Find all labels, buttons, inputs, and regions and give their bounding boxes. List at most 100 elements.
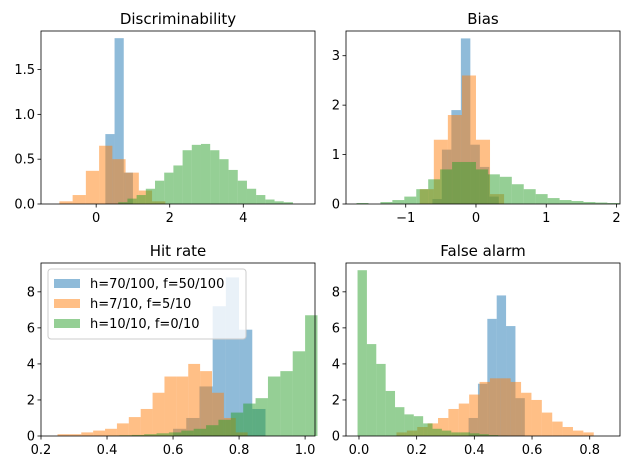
bar — [404, 196, 417, 204]
bar — [57, 434, 70, 436]
bar — [583, 202, 596, 204]
bar — [440, 169, 453, 204]
bar — [559, 200, 572, 204]
bar — [416, 189, 429, 204]
bar — [357, 270, 367, 436]
subplots-grid: 0 2 4 0.0 0.5 1.0 1.5 Discriminability −1 0 1 2 0 1 2 3… — [14, 10, 620, 458]
x-tick-label: 2 — [612, 211, 620, 226]
x-tick-label: 0.6 — [163, 443, 184, 458]
bar — [392, 200, 405, 204]
y-tick-label: 6 — [332, 321, 340, 336]
axes-frame — [345, 262, 621, 437]
subplot-title: Discriminability — [120, 10, 236, 28]
bar — [376, 363, 386, 436]
bar — [93, 430, 106, 436]
bar — [571, 201, 584, 204]
bar — [470, 433, 480, 436]
bar — [145, 188, 156, 204]
bar — [168, 432, 182, 436]
bar — [562, 426, 573, 436]
bar — [265, 199, 275, 204]
bar — [438, 417, 449, 436]
bar — [451, 432, 461, 436]
x-tick-label: 0 — [472, 211, 480, 226]
subplot-discriminability: 0 2 4 0.0 0.5 1.0 1.5 Discriminability — [14, 10, 316, 226]
bar — [366, 344, 377, 436]
bar — [506, 326, 516, 436]
bar — [59, 201, 73, 204]
bar — [552, 421, 563, 436]
bar — [547, 198, 560, 204]
bar — [413, 416, 424, 436]
y-tick-label: 6 — [27, 321, 35, 336]
bar — [191, 144, 201, 204]
bar — [69, 434, 82, 436]
bar — [152, 392, 165, 436]
bar — [188, 363, 201, 436]
bar — [156, 433, 169, 436]
bar — [607, 203, 620, 204]
legend-label: h=70/100, f=50/100 — [90, 277, 224, 292]
bar — [583, 432, 594, 436]
bar — [144, 434, 157, 436]
axes-frame — [40, 262, 316, 437]
bar — [500, 378, 511, 436]
bar — [246, 188, 257, 204]
x-tick-label: 1.0 — [295, 443, 316, 458]
bar — [256, 195, 266, 204]
x-tick-label: 1 — [542, 211, 550, 226]
subplot-title: Hit rate — [150, 242, 207, 260]
x-tick-label: 0.2 — [406, 443, 427, 458]
bar — [499, 176, 512, 204]
bar — [125, 172, 139, 204]
bar — [164, 376, 177, 436]
legend: h=70/100, f=50/100 h=7/10, f=5/10 h=10/10,… — [47, 268, 247, 340]
bar — [479, 434, 489, 436]
x-tick-label: 0 — [92, 211, 100, 226]
y-tick-label: 8 — [332, 285, 340, 300]
x-tick-label: 2 — [166, 211, 174, 226]
bar — [243, 403, 256, 436]
bar — [112, 159, 126, 204]
axes-frame — [40, 30, 316, 205]
bar — [464, 161, 476, 204]
bar — [428, 179, 441, 204]
bar — [487, 318, 497, 436]
y-tick-label: 3 — [332, 49, 340, 64]
bar — [274, 201, 284, 204]
y-tick-label: 1.0 — [14, 108, 35, 123]
bar — [423, 423, 433, 436]
bar — [521, 392, 532, 436]
bar — [479, 381, 490, 436]
bar — [511, 184, 524, 204]
bar — [305, 315, 318, 436]
bar — [176, 376, 189, 436]
y-tick-label: 8 — [27, 285, 35, 300]
bar — [200, 371, 212, 437]
bar — [85, 170, 100, 204]
bar — [155, 180, 165, 204]
y-tick-label: 0 — [332, 198, 340, 213]
x-tick-label: 0.2 — [31, 443, 52, 458]
bar — [136, 195, 146, 204]
bar — [432, 428, 442, 436]
bar — [458, 403, 470, 436]
bar — [385, 390, 396, 436]
bar — [118, 202, 128, 204]
x-tick-label: 0.8 — [229, 443, 250, 458]
bar — [230, 412, 244, 436]
bar — [356, 203, 369, 204]
bar — [173, 165, 183, 204]
legend-label: h=10/10, f=0/10 — [90, 317, 200, 332]
series-3 — [118, 143, 293, 204]
series-2 — [396, 378, 594, 436]
legend-box — [47, 268, 247, 340]
series-3 — [357, 270, 508, 437]
series-3 — [356, 161, 620, 204]
bar — [131, 434, 145, 436]
bar — [81, 432, 94, 436]
legend-swatch — [54, 319, 80, 328]
subplot-title: False alarm — [440, 242, 526, 260]
y-tick-label: 4 — [27, 357, 35, 372]
